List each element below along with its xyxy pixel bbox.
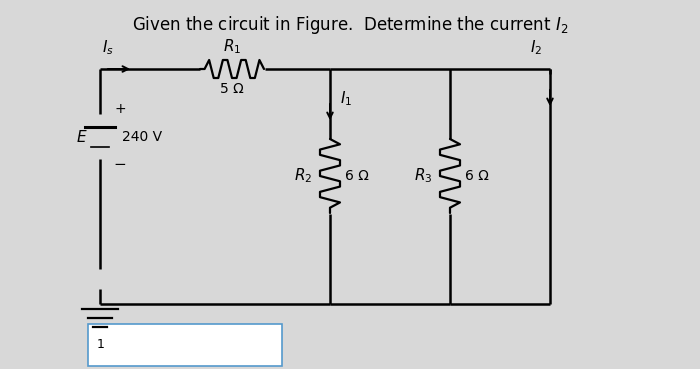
Text: Given the circuit in Figure.  Determine the current $I_2$: Given the circuit in Figure. Determine t… bbox=[132, 14, 568, 36]
Text: $R_2$: $R_2$ bbox=[294, 167, 312, 185]
FancyBboxPatch shape bbox=[88, 324, 282, 366]
Text: $I_1$: $I_1$ bbox=[340, 90, 352, 108]
Text: 5 Ω: 5 Ω bbox=[220, 82, 244, 96]
Text: 1: 1 bbox=[97, 338, 105, 352]
Text: $R_1$: $R_1$ bbox=[223, 37, 241, 56]
Text: 240 V: 240 V bbox=[122, 130, 162, 144]
Text: $I_s$: $I_s$ bbox=[102, 38, 114, 57]
Text: +: + bbox=[114, 102, 126, 116]
Text: $E$: $E$ bbox=[76, 129, 88, 145]
Text: 6 Ω: 6 Ω bbox=[465, 169, 489, 183]
Text: 6 Ω: 6 Ω bbox=[345, 169, 369, 183]
Text: −: − bbox=[113, 158, 127, 172]
Text: $I_2$: $I_2$ bbox=[530, 38, 542, 57]
Text: $R_3$: $R_3$ bbox=[414, 167, 432, 185]
